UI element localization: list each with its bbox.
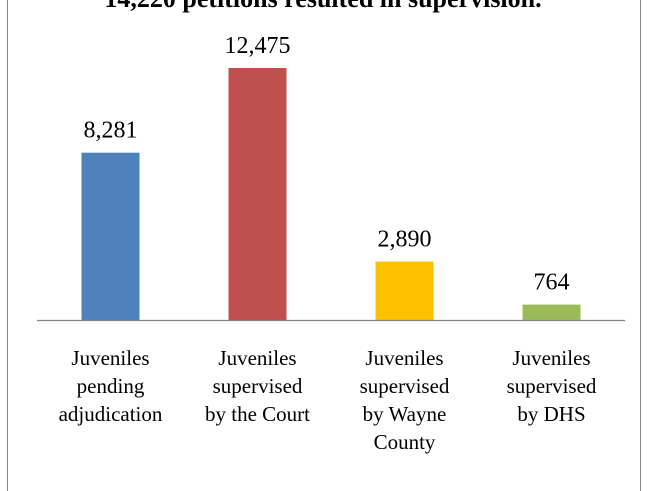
category-label-line: by DHS bbox=[517, 402, 585, 426]
category-label-line: Juveniles bbox=[365, 346, 443, 370]
category-label-juveniles-supervised-by-dhs: Juveniles supervised by DHS bbox=[507, 346, 597, 426]
data-labels-group: 8,281 12,475 2,890 764 bbox=[84, 33, 570, 296]
chart-title: 14,220 petitions resulted in supervision… bbox=[104, 0, 541, 13]
data-label-juveniles-supervised-by-wayne-county: 2,890 bbox=[378, 227, 432, 253]
category-label-line: by Wayne bbox=[363, 402, 447, 426]
category-labels-group: Juveniles pending adjudication Juveniles sup… bbox=[59, 346, 597, 454]
category-label-juveniles-pending-adjudication: Juveniles pending adjudication bbox=[59, 346, 163, 426]
category-label-line: by the Court bbox=[205, 402, 310, 426]
bar-juveniles-supervised-by-dhs bbox=[522, 304, 581, 320]
bar-juveniles-supervised-by-wayne-county bbox=[375, 261, 434, 320]
bar-juveniles-pending-adjudication bbox=[81, 152, 140, 320]
category-label-line: pending bbox=[77, 374, 145, 398]
category-label-line: supervised bbox=[507, 374, 597, 398]
category-label-line: Juveniles bbox=[218, 346, 296, 370]
category-label-line: adjudication bbox=[59, 402, 163, 426]
category-label-line: supervised bbox=[360, 374, 450, 398]
data-label-juveniles-supervised-by-dhs: 764 bbox=[534, 270, 570, 296]
category-label-juveniles-supervised-by-wayne-county: Juveniles supervised by Wayne County bbox=[360, 346, 450, 454]
category-label-line: supervised bbox=[213, 374, 303, 398]
category-label-line: Juveniles bbox=[512, 346, 590, 370]
category-label-juveniles-supervised-by-the-court: Juveniles supervised by the Court bbox=[205, 346, 310, 426]
data-label-juveniles-pending-adjudication: 8,281 bbox=[84, 118, 138, 144]
category-label-line: Juveniles bbox=[71, 346, 149, 370]
data-label-juveniles-supervised-by-the-court: 12,475 bbox=[225, 33, 291, 59]
bar-juveniles-supervised-by-the-court bbox=[228, 68, 287, 320]
bars-group bbox=[81, 68, 581, 320]
category-label-line: County bbox=[374, 430, 436, 454]
